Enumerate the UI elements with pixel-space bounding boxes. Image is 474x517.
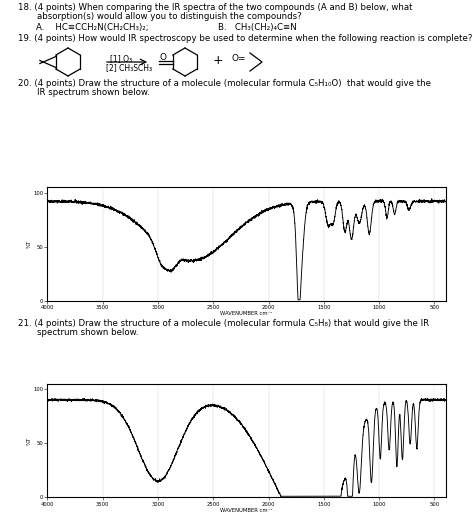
Y-axis label: %T: %T xyxy=(27,240,32,248)
Text: absorption(s) would allow you to distinguish the compounds?: absorption(s) would allow you to disting… xyxy=(26,12,301,21)
Text: O: O xyxy=(160,53,167,63)
X-axis label: WAVENUMBER cm⁻¹: WAVENUMBER cm⁻¹ xyxy=(220,311,273,316)
Text: [1] O₃: [1] O₃ xyxy=(110,54,132,63)
Text: 20. (4 points) Draw the structure of a molecule (molecular formula C₅H₁₀O)  that: 20. (4 points) Draw the structure of a m… xyxy=(18,79,431,88)
Text: 18. (4 points) When comparing the IR spectra of the two compounds (A and B) belo: 18. (4 points) When comparing the IR spe… xyxy=(18,3,412,12)
Text: A.    HC≡CCH₂N(CH₂CH₃)₂;: A. HC≡CCH₂N(CH₂CH₃)₂; xyxy=(36,23,149,32)
Text: 19. (4 points) How would IR spectroscopy be used to determine when the following: 19. (4 points) How would IR spectroscopy… xyxy=(18,34,473,43)
Text: IR spectrum shown below.: IR spectrum shown below. xyxy=(26,88,150,97)
Text: 21. (4 points) Draw the structure of a molecule (molecular formula C₅H₈) that wo: 21. (4 points) Draw the structure of a m… xyxy=(18,319,429,328)
Text: B.   CH₃(CH₂)₄C≡N: B. CH₃(CH₂)₄C≡N xyxy=(218,23,297,32)
X-axis label: WAVENUMBER cm⁻¹: WAVENUMBER cm⁻¹ xyxy=(220,508,273,513)
Text: O=: O= xyxy=(232,54,246,63)
Text: +: + xyxy=(213,54,223,68)
Y-axis label: %T: %T xyxy=(27,436,32,445)
Text: [2] CH₃SCH₃: [2] CH₃SCH₃ xyxy=(106,63,152,72)
Text: spectrum shown below.: spectrum shown below. xyxy=(26,328,138,337)
